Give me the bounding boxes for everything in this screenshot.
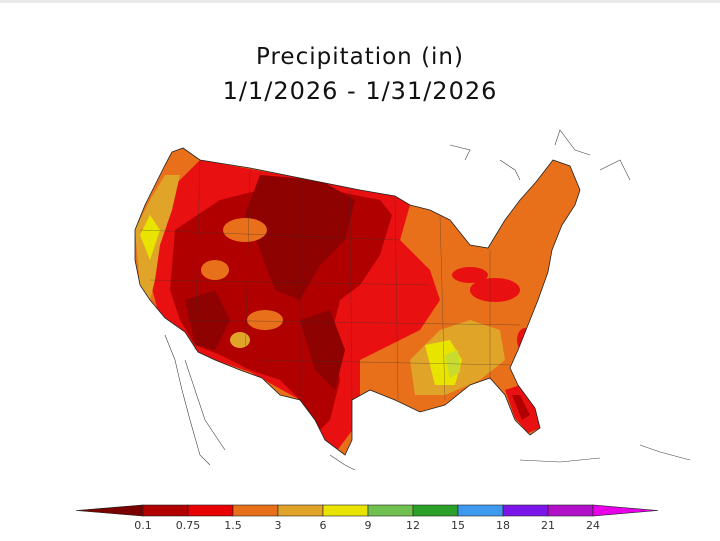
legend-swatch — [547, 504, 594, 517]
legend-swatch — [187, 504, 234, 517]
legend-swatch — [277, 504, 324, 517]
legend-tick-label: 18 — [496, 519, 510, 532]
state-boundaries — [139, 159, 521, 401]
legend-swatch — [232, 504, 279, 517]
map-title: Precipitation (in) — [256, 44, 464, 70]
legend-tick-label: 12 — [406, 519, 420, 532]
legend-tick-label: 1.5 — [224, 519, 242, 532]
legend-swatch — [592, 504, 659, 517]
legend-tick-label: 24 — [586, 519, 600, 532]
us-border — [134, 147, 581, 456]
legend-tick-label: 21 — [541, 519, 555, 532]
legend-tick-label: 6 — [319, 519, 327, 532]
legend-swatch — [322, 504, 369, 517]
legend-swatch — [412, 504, 459, 517]
legend-swatch — [142, 504, 189, 517]
legend-swatch — [457, 504, 504, 517]
legend-swatch — [75, 504, 144, 517]
legend-tick-label: 0.1 — [134, 519, 152, 532]
neighbor-coastlines — [164, 129, 691, 471]
precipitation-map — [134, 129, 691, 471]
legend-tick-label: 15 — [451, 519, 465, 532]
legend-swatch — [502, 504, 549, 517]
legend-tick-label: 3 — [274, 519, 282, 532]
legend-swatch — [367, 504, 414, 517]
map-subtitle: 1/1/2026 - 1/31/2026 — [222, 77, 498, 105]
legend-tick-label: 0.75 — [175, 519, 201, 532]
legend-tick-label: 9 — [364, 519, 372, 532]
top-border — [0, 0, 720, 3]
